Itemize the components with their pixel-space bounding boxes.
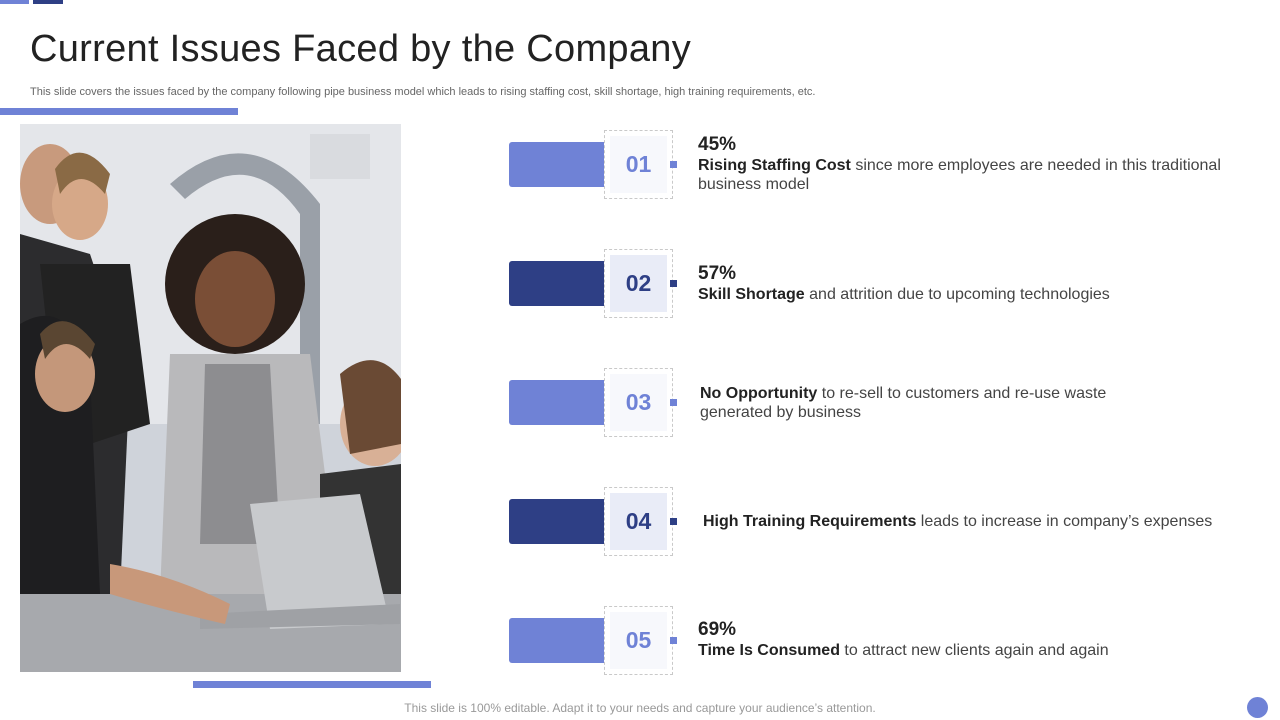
issue-text: No Opportunity to re-sell to customers a… xyxy=(700,384,1120,422)
issue-number: 02 xyxy=(610,255,667,312)
issue-number: 03 xyxy=(610,374,667,431)
team-photo xyxy=(20,124,401,672)
issue-percent: 45% xyxy=(698,134,737,155)
issue-bar xyxy=(509,142,605,187)
issue-number-box: 04 xyxy=(604,487,673,556)
top-tab-dark xyxy=(33,0,63,4)
issue-text: 45% Rising Staffing Cost since more empl… xyxy=(698,135,1238,194)
issue-title: Time Is Consumed xyxy=(698,642,840,659)
title-accent-bar xyxy=(0,108,238,115)
issue-title: High Training Requirements xyxy=(703,513,917,530)
issue-percent: 69% xyxy=(698,619,737,640)
issue-number-box: 02 xyxy=(604,249,673,318)
issue-number: 04 xyxy=(610,493,667,550)
issue-item-04: 04 High Training Requirements leads to i… xyxy=(509,487,1249,559)
issue-text: 69% Time Is Consumed to attract new clie… xyxy=(698,620,1238,660)
connector-dot xyxy=(670,637,677,644)
issue-number-box: 05 xyxy=(604,606,673,675)
connector-dot xyxy=(670,518,677,525)
issue-number: 05 xyxy=(610,612,667,669)
issue-bar xyxy=(509,499,605,544)
issue-title: Rising Staffing Cost xyxy=(698,157,851,174)
issue-item-03: 03 No Opportunity to re-sell to customer… xyxy=(509,368,1249,440)
slide-footer: This slide is 100% editable. Adapt it to… xyxy=(404,701,876,715)
issue-bar xyxy=(509,618,605,663)
slide-subtitle: This slide covers the issues faced by th… xyxy=(30,86,816,98)
issue-title: No Opportunity xyxy=(700,385,818,402)
photo-accent-bar xyxy=(193,681,431,688)
issue-description: leads to increase in company’s expenses xyxy=(916,513,1213,530)
connector-dot xyxy=(670,399,677,406)
issue-description: since more employees are needed in this … xyxy=(698,157,1221,193)
issue-percent: 57% xyxy=(698,263,737,284)
issue-description: to re-sell to customers and re-use waste… xyxy=(700,385,1107,421)
issue-description: and attrition due to upcoming technologi… xyxy=(804,286,1110,303)
issue-number-box: 03 xyxy=(604,368,673,437)
connector-dot xyxy=(670,280,677,287)
issue-item-05: 05 69% Time Is Consumed to attract new c… xyxy=(509,606,1249,678)
slide-title: Current Issues Faced by the Company xyxy=(30,28,692,70)
issue-number-box: 01 xyxy=(604,130,673,199)
top-tab-light xyxy=(0,0,29,4)
issue-description: to attract new clients again and again xyxy=(839,642,1109,659)
corner-dot xyxy=(1247,697,1268,718)
issue-bar xyxy=(509,380,605,425)
issue-item-02: 02 57% Skill Shortage and attrition due … xyxy=(509,249,1249,321)
connector-dot xyxy=(670,161,677,168)
issue-number: 01 xyxy=(610,136,667,193)
issue-title: Skill Shortage xyxy=(698,286,805,303)
issue-bar xyxy=(509,261,605,306)
issue-text: 57% Skill Shortage and attrition due to … xyxy=(698,264,1238,304)
issue-item-01: 01 45% Rising Staffing Cost since more e… xyxy=(509,130,1249,202)
issue-text: High Training Requirements leads to incr… xyxy=(703,512,1243,531)
